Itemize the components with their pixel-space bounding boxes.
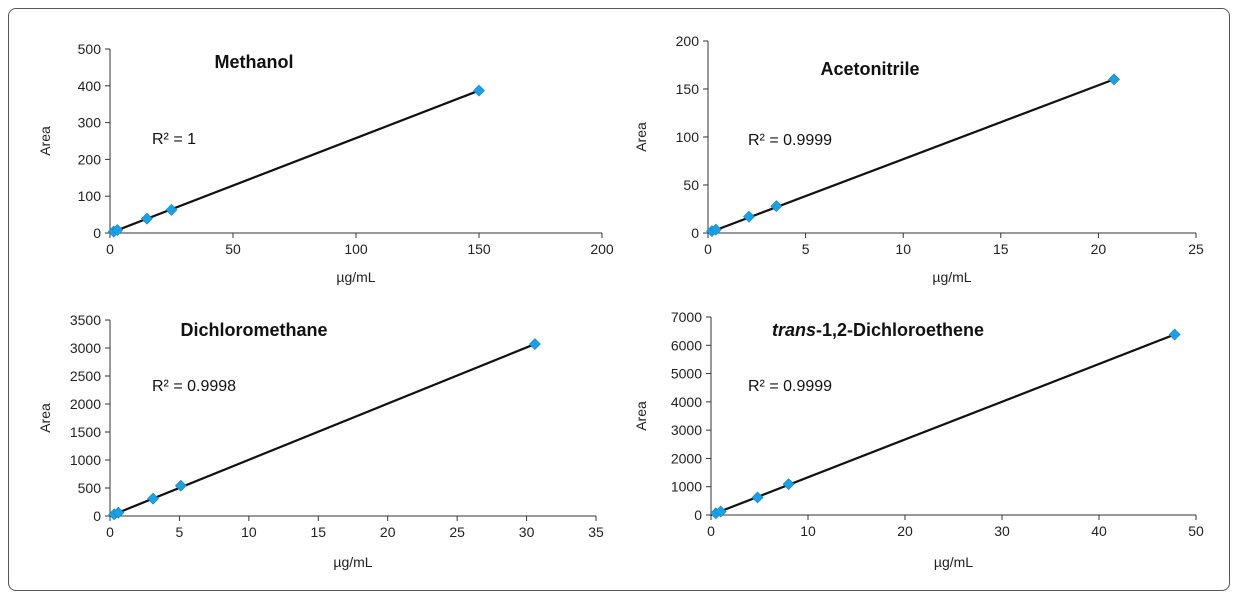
y-tick-label: 500 bbox=[78, 41, 102, 57]
x-tick-label: 5 bbox=[176, 524, 184, 540]
x-tick-label: 150 bbox=[467, 241, 491, 257]
x-tick-label: 50 bbox=[1188, 523, 1204, 539]
x-axis-label: µg/mL bbox=[932, 269, 971, 285]
x-tick-label: 35 bbox=[588, 524, 604, 540]
y-tick-label: 6000 bbox=[671, 337, 702, 353]
x-tick-label: 25 bbox=[449, 524, 465, 540]
y-tick-label: 3500 bbox=[70, 312, 101, 328]
data-point bbox=[751, 491, 764, 504]
r-squared-label: R² = 1 bbox=[152, 131, 196, 148]
chart-2: 0 5 10 15 20 25 0 50 100 150 200 µg/mL Area Acetonitr… bbox=[633, 33, 1204, 285]
x-tick-label: 30 bbox=[994, 523, 1010, 539]
x-tick-label: 25 bbox=[1188, 241, 1204, 257]
y-tick-label: 200 bbox=[78, 151, 102, 167]
chart-4: 0 10 20 30 40 50 0 1000 2000 3000 4000 5000 6000 7000… bbox=[633, 309, 1204, 570]
x-tick-label: 50 bbox=[225, 241, 241, 257]
x-tick-label: 20 bbox=[1091, 241, 1107, 257]
x-tick-label: 20 bbox=[897, 523, 913, 539]
data-point bbox=[782, 478, 795, 491]
x-tick-label: 200 bbox=[590, 241, 614, 257]
x-tick-label: 10 bbox=[895, 241, 911, 257]
y-tick-label: 2000 bbox=[70, 396, 101, 412]
y-tick-label: 3000 bbox=[70, 340, 101, 356]
r-squared-label: R² = 0.9998 bbox=[152, 378, 236, 395]
chart-title: Methanol bbox=[215, 52, 294, 72]
y-tick-label: 2500 bbox=[70, 368, 101, 384]
x-tick-label: 0 bbox=[704, 241, 712, 257]
y-tick-label: 200 bbox=[676, 33, 700, 49]
x-axis-label: µg/mL bbox=[333, 554, 372, 570]
x-tick-label: 0 bbox=[106, 524, 114, 540]
data-point bbox=[1168, 328, 1181, 341]
y-tick-label: 300 bbox=[78, 115, 102, 131]
figure-frame bbox=[8, 8, 1230, 591]
y-tick-label: 0 bbox=[691, 225, 699, 241]
y-tick-label: 500 bbox=[78, 480, 102, 496]
chart-title: Dichloromethane bbox=[180, 320, 327, 340]
data-point bbox=[770, 200, 783, 213]
trendline bbox=[109, 89, 480, 235]
x-tick-label: 20 bbox=[380, 524, 396, 540]
trendline bbox=[109, 343, 536, 518]
trendline bbox=[710, 333, 1176, 517]
y-axis-label: Area bbox=[633, 122, 649, 152]
y-tick-label: 4000 bbox=[671, 394, 702, 410]
y-tick-label: 0 bbox=[93, 508, 101, 524]
y-tick-label: 3000 bbox=[671, 422, 702, 438]
chart-title-rest: -1,2-Dichloroethene bbox=[816, 320, 984, 340]
y-axis-label: Area bbox=[37, 126, 53, 156]
chart-3: 0 5 10 15 20 25 30 35 0 500 1000 1500 2000 2500 3000 35… bbox=[37, 312, 604, 570]
y-axis-label: Area bbox=[37, 403, 53, 433]
data-point bbox=[147, 492, 159, 505]
y-tick-label: 5000 bbox=[671, 366, 702, 382]
data-point bbox=[528, 338, 541, 351]
r-squared-label: R² = 0.9999 bbox=[748, 132, 832, 149]
data-point bbox=[743, 210, 755, 223]
y-tick-label: 0 bbox=[694, 507, 702, 523]
data-point bbox=[473, 84, 485, 97]
x-tick-label: 10 bbox=[241, 524, 257, 540]
y-tick-label: 1000 bbox=[70, 452, 101, 468]
x-tick-label: 40 bbox=[1091, 523, 1107, 539]
data-point bbox=[111, 224, 124, 236]
y-axis-label: Area bbox=[633, 401, 649, 431]
y-tick-label: 7000 bbox=[671, 309, 702, 325]
x-tick-label: 10 bbox=[800, 523, 816, 539]
data-point bbox=[174, 479, 187, 492]
chart-title-italic: trans bbox=[772, 320, 816, 340]
chart-title: trans-1,2-Dichloroethene bbox=[772, 320, 984, 340]
x-tick-label: 15 bbox=[993, 241, 1009, 257]
y-tick-label: 100 bbox=[676, 129, 700, 145]
data-point bbox=[709, 223, 722, 236]
trendline bbox=[707, 78, 1115, 235]
x-axis-label: µg/mL bbox=[336, 269, 375, 285]
y-tick-label: 400 bbox=[78, 78, 102, 94]
y-tick-label: 100 bbox=[78, 188, 102, 204]
x-tick-label: 0 bbox=[106, 241, 114, 257]
y-tick-label: 1000 bbox=[671, 479, 702, 495]
data-point bbox=[714, 505, 727, 518]
chart-1: 0 50 100 150 200 0 100 200 300 400 500 µg/mL Area Met… bbox=[37, 41, 614, 285]
y-tick-label: 150 bbox=[676, 81, 700, 97]
y-tick-label: 0 bbox=[93, 225, 101, 241]
data-point bbox=[1108, 73, 1120, 86]
r-squared-label: R² = 0.9999 bbox=[748, 378, 832, 395]
y-tick-label: 50 bbox=[683, 177, 699, 193]
data-point bbox=[165, 203, 178, 216]
y-tick-label: 1500 bbox=[70, 424, 101, 440]
x-axis-label: µg/mL bbox=[934, 554, 973, 570]
x-tick-label: 0 bbox=[707, 523, 715, 539]
chart-title: Acetonitrile bbox=[820, 59, 919, 79]
data-point bbox=[112, 506, 125, 519]
y-tick-label: 2000 bbox=[671, 450, 702, 466]
data-point bbox=[140, 212, 153, 225]
x-tick-label: 100 bbox=[344, 241, 368, 257]
x-tick-label: 30 bbox=[519, 524, 535, 540]
x-tick-label: 15 bbox=[310, 524, 326, 540]
x-tick-label: 5 bbox=[802, 241, 810, 257]
